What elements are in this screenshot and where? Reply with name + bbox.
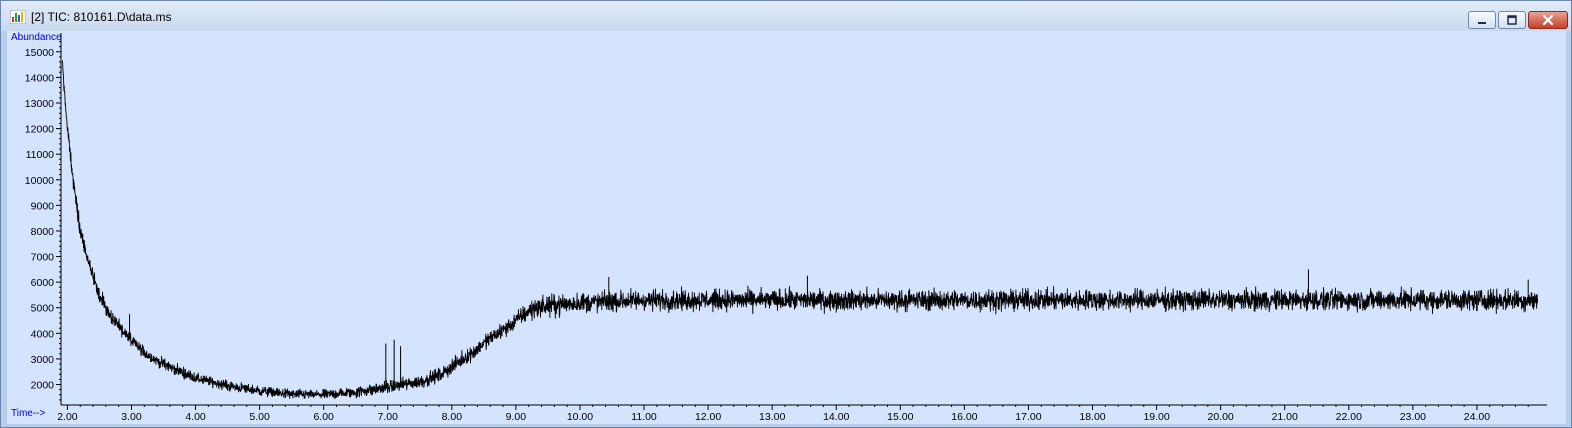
x-tick-label: 14.00 (823, 411, 849, 423)
x-tick-label: 12.00 (695, 411, 721, 423)
plot-area[interactable]: 2000 3000 4000 5000 6000 7000 8000 9000 10000 110… (7, 31, 1566, 424)
minimize-button[interactable] (1468, 11, 1496, 29)
x-tick-label: 7.00 (378, 411, 399, 423)
y-tick-label: 10000 (25, 175, 54, 187)
y-tick-label: 8000 (31, 226, 55, 238)
window-title: [2] TIC: 810161.D\data.ms (31, 10, 172, 24)
y-tick-label: 6000 (31, 277, 55, 289)
y-tick-label: 2000 (31, 380, 55, 392)
x-tick-label: 17.00 (1015, 411, 1041, 423)
x-tick-label: 10.00 (567, 411, 593, 423)
y-tick-label: 5000 (31, 303, 55, 315)
y-tick-label: 4000 (31, 328, 55, 340)
y-tick-label: 12000 (25, 124, 54, 136)
title-bar[interactable]: [2] TIC: 810161.D\data.ms (1, 1, 1571, 31)
close-button[interactable] (1528, 11, 1568, 29)
x-tick-label: 24.00 (1464, 411, 1490, 423)
x-tick-label: 2.00 (57, 411, 78, 423)
x-tick-label: 22.00 (1336, 411, 1362, 423)
x-axis-title: Time--> (11, 408, 46, 419)
x-tick-label: 9.00 (506, 411, 527, 423)
x-tick-label: 11.00 (631, 411, 657, 423)
x-tick-label: 23.00 (1400, 411, 1426, 423)
x-tick-label: 5.00 (249, 411, 270, 423)
chromatogram-icon (10, 10, 26, 24)
maximize-icon (1507, 15, 1517, 25)
tic-trace (61, 60, 1539, 400)
y-tick-label: 3000 (31, 354, 55, 366)
y-axis-title: Abundance (11, 32, 62, 43)
x-tick-label: 18.00 (1079, 411, 1105, 423)
tic-chromatogram[interactable]: 2000 3000 4000 5000 6000 7000 8000 9000 10000 110… (7, 31, 1566, 424)
y-tick-label: 11000 (26, 149, 55, 161)
y-tick-label: 14000 (25, 72, 54, 84)
x-tick-label: 3.00 (121, 411, 142, 423)
y-tick-label: 9000 (31, 200, 55, 212)
y-tick-label: 13000 (25, 98, 54, 110)
x-tick-label: 21.00 (1272, 411, 1298, 423)
maximize-button[interactable] (1498, 11, 1526, 29)
x-tick-label: 4.00 (185, 411, 206, 423)
x-tick-label: 20.00 (1208, 411, 1234, 423)
x-tick-label: 16.00 (951, 411, 977, 423)
x-tick-label: 15.00 (887, 411, 913, 423)
x-tick-label: 19.00 (1143, 411, 1169, 423)
x-tick-label: 8.00 (442, 411, 463, 423)
x-tick-label: 13.00 (759, 411, 785, 423)
close-icon (1542, 14, 1554, 26)
minimize-icon (1478, 22, 1486, 24)
y-tick-label: 7000 (31, 252, 55, 264)
y-tick-label: 15000 (25, 47, 54, 59)
x-tick-label: 6.00 (313, 411, 334, 423)
